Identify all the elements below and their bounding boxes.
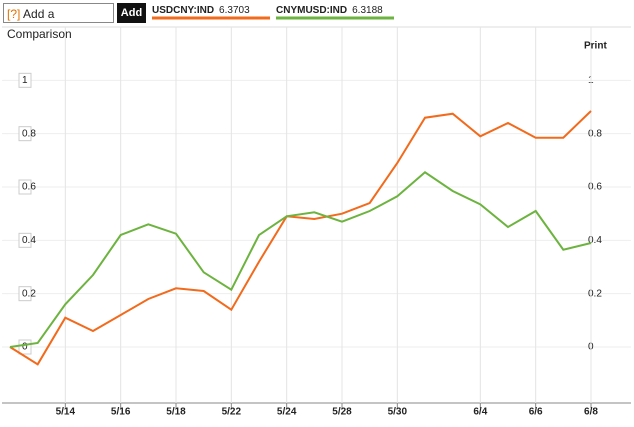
y-tick-label: 0.8 (22, 128, 36, 139)
x-tick-label: 5/30 (388, 407, 408, 418)
y-tick-box (18, 179, 32, 195)
x-tick-label: 5/22 (222, 407, 242, 418)
y-tick-box (18, 232, 32, 248)
x-tick-label: 6/6 (529, 407, 543, 418)
y-tick-label: 0.2 (588, 288, 602, 299)
y-tick-label: 0.2 (22, 288, 36, 299)
y-tick-label: 0.4 (588, 235, 602, 246)
y-tick-box (18, 72, 32, 88)
y-tick-box (18, 286, 32, 302)
y-tick-label: 0.4 (22, 235, 36, 246)
x-tick-label: 6/4 (473, 407, 487, 418)
legend-name: USDCNY:IND (152, 5, 214, 16)
x-tick-label: 5/16 (111, 407, 131, 418)
legend-label: USDCNY:IND 6.3703 (152, 5, 250, 16)
y-tick-label: 0 (22, 342, 28, 353)
x-tick-label: 5/14 (56, 407, 76, 418)
y-tick-box (18, 126, 32, 142)
x-tick-label: 6/8 (584, 407, 598, 418)
input-placeholder: Add a Comparison (7, 7, 72, 41)
y-tick-label: 1 (22, 75, 28, 86)
help-link[interactable]: [?] (7, 7, 21, 21)
y-tick-label: 0.6 (22, 182, 36, 193)
legend-value: 6.3703 (219, 5, 250, 16)
print-link[interactable]: Print (584, 41, 607, 52)
x-tick-label: 5/18 (166, 407, 186, 418)
y-tick-label: 0.8 (588, 128, 602, 139)
x-tick-label: 5/28 (332, 407, 352, 418)
y-tick-label: 0.6 (588, 182, 602, 193)
legend-name: CNYMUSD:IND (276, 5, 347, 16)
add-button[interactable]: Add (117, 3, 146, 23)
x-tick-label: 5/24 (277, 407, 297, 418)
series-line (9, 110, 592, 366)
legend-label: CNYMUSD:IND 6.3188 (276, 5, 383, 16)
comparison-input[interactable]: [?] Add a Comparison (3, 3, 114, 41)
series-line (9, 171, 592, 348)
legend-value: 6.3188 (352, 5, 383, 16)
